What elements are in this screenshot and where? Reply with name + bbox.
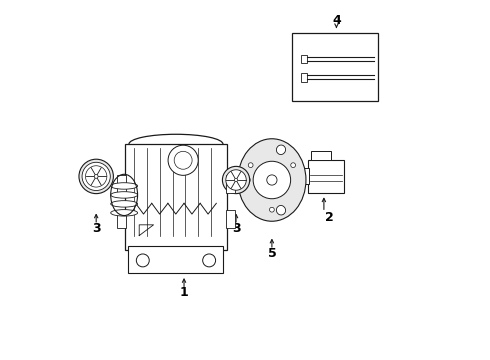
Circle shape [94, 175, 98, 178]
Bar [300, 55, 307, 63]
Text: 3: 3 [232, 222, 241, 235]
Circle shape [203, 254, 216, 267]
Circle shape [174, 151, 192, 169]
Ellipse shape [111, 210, 138, 216]
Bar [300, 73, 307, 82]
Bar [226, 175, 235, 193]
Bar [117, 211, 126, 228]
Circle shape [226, 170, 246, 190]
Bar [117, 175, 126, 193]
Circle shape [248, 163, 253, 167]
Circle shape [79, 159, 113, 194]
Bar [226, 211, 235, 228]
Bar [125, 144, 227, 250]
Ellipse shape [241, 175, 250, 185]
Circle shape [267, 175, 277, 185]
Bar [311, 151, 331, 160]
Ellipse shape [276, 145, 286, 154]
Bar [292, 33, 378, 101]
Ellipse shape [238, 139, 306, 221]
Ellipse shape [111, 201, 138, 207]
Circle shape [136, 254, 149, 267]
Circle shape [82, 162, 110, 190]
Ellipse shape [276, 206, 286, 215]
Circle shape [234, 178, 238, 182]
Circle shape [270, 207, 274, 212]
Bar [308, 160, 343, 193]
Ellipse shape [111, 192, 138, 198]
Text: 2: 2 [325, 211, 334, 224]
Bar [299, 168, 309, 184]
Text: 3: 3 [92, 222, 100, 235]
Circle shape [222, 166, 250, 194]
Text: 1: 1 [180, 287, 189, 300]
Ellipse shape [111, 183, 138, 189]
Text: 4: 4 [332, 14, 341, 27]
Circle shape [85, 166, 107, 187]
Text: 5: 5 [268, 247, 276, 260]
Circle shape [253, 161, 291, 199]
Circle shape [291, 163, 295, 167]
Circle shape [168, 145, 198, 175]
Bar [128, 246, 223, 273]
